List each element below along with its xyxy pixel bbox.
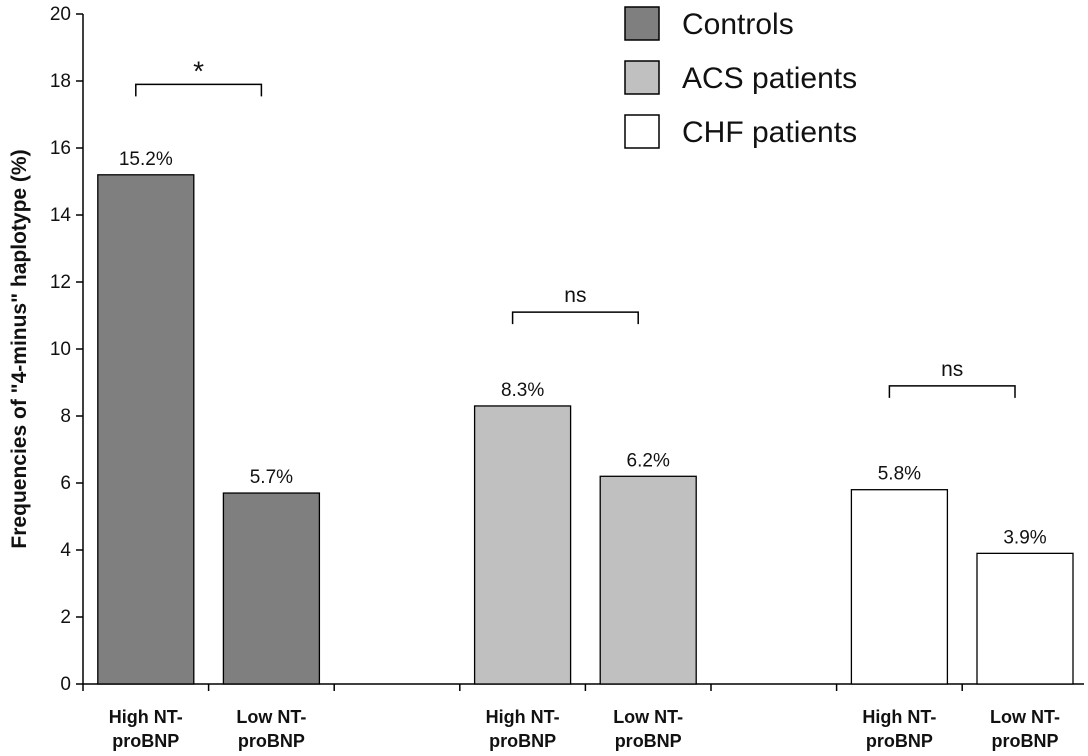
x-tick-label: High NT-proBNP (862, 707, 936, 751)
y-tick-label: 4 (60, 540, 71, 561)
significance-label: ns (941, 358, 963, 381)
bar (97, 174, 195, 685)
data-label: 6.2% (627, 450, 670, 471)
y-axis-label: Frequencies of "4-minus" haplotype (%) (8, 149, 31, 548)
data-label: 3.9% (1003, 527, 1046, 548)
significance-label: * (193, 55, 204, 86)
x-tick-label: High NT-proBNP (486, 707, 560, 751)
legend-swatch (624, 114, 660, 149)
significance-label: ns (564, 284, 586, 307)
y-tick-label: 12 (50, 272, 71, 293)
bar (222, 492, 321, 685)
y-tick-label: 18 (50, 71, 71, 92)
legend-swatch (624, 60, 660, 95)
x-tick-label: Low NT-proBNP (236, 707, 306, 751)
significance-bracket (511, 311, 639, 325)
data-label: 5.8% (878, 464, 921, 485)
legend-swatch (624, 6, 660, 41)
significance-bracket (135, 83, 263, 97)
y-tick-label: 20 (50, 4, 71, 25)
x-tick-label: Low NT-proBNP (990, 707, 1060, 751)
significance-bracket (888, 385, 1016, 398)
bar (599, 475, 697, 685)
y-tick-label: 6 (60, 473, 71, 494)
legend-label: ACS patients (682, 62, 857, 95)
y-tick-label: 16 (50, 138, 71, 159)
bar (850, 489, 949, 685)
x-tick-label: High NT-proBNP (109, 707, 183, 751)
y-tick-label: 14 (50, 205, 72, 226)
labels: 15.2% High NT-proBNP 5.7% Low NT-proBNP * 8.3… (109, 55, 1060, 751)
legend: Controls ACS patients CHF patients (624, 6, 857, 149)
bars (97, 174, 1074, 685)
x-tick-label: Low NT-proBNP (613, 707, 683, 751)
legend-label: CHF patients (682, 116, 857, 149)
data-label: 5.7% (250, 467, 293, 488)
y-tick-label: 2 (60, 607, 71, 628)
legend-label: Controls (682, 8, 794, 41)
y-tick-label: 8 (60, 406, 71, 427)
bar (473, 405, 572, 685)
data-label: 8.3% (501, 380, 544, 401)
data-label: 15.2% (119, 149, 173, 170)
y-tick-label: 10 (50, 339, 71, 360)
bar (976, 552, 1074, 685)
y-tick-label: 0 (60, 674, 71, 695)
